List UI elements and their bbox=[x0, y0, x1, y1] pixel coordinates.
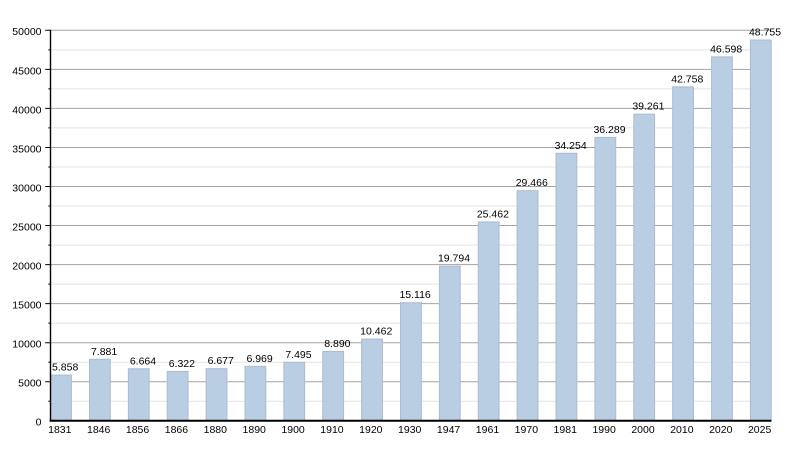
svg-text:1930: 1930 bbox=[398, 424, 422, 436]
svg-text:19.794: 19.794 bbox=[438, 253, 470, 265]
svg-text:1990: 1990 bbox=[592, 424, 616, 436]
svg-text:42.758: 42.758 bbox=[671, 73, 703, 85]
svg-text:25.462: 25.462 bbox=[477, 208, 509, 220]
svg-text:1910: 1910 bbox=[320, 424, 344, 436]
svg-text:7.495: 7.495 bbox=[285, 349, 311, 361]
svg-text:46.598: 46.598 bbox=[710, 43, 742, 55]
svg-text:10.462: 10.462 bbox=[360, 326, 392, 338]
svg-text:30000: 30000 bbox=[12, 182, 41, 194]
svg-text:2020: 2020 bbox=[709, 424, 733, 436]
svg-text:6.664: 6.664 bbox=[130, 355, 156, 367]
svg-text:1920: 1920 bbox=[359, 424, 383, 436]
svg-text:1961: 1961 bbox=[476, 424, 500, 436]
svg-text:8.890: 8.890 bbox=[324, 338, 350, 350]
svg-text:39.261: 39.261 bbox=[632, 101, 664, 113]
svg-text:15.116: 15.116 bbox=[399, 289, 430, 301]
svg-text:2010: 2010 bbox=[670, 424, 694, 436]
svg-text:1947: 1947 bbox=[437, 424, 461, 436]
svg-text:2025: 2025 bbox=[748, 424, 772, 436]
svg-text:1981: 1981 bbox=[554, 424, 578, 436]
svg-text:15000: 15000 bbox=[12, 300, 41, 312]
svg-text:1880: 1880 bbox=[204, 424, 228, 436]
svg-text:6.677: 6.677 bbox=[208, 355, 234, 367]
svg-text:1900: 1900 bbox=[281, 424, 305, 436]
svg-text:7.881: 7.881 bbox=[91, 346, 117, 358]
svg-text:1890: 1890 bbox=[243, 424, 267, 436]
svg-text:1970: 1970 bbox=[515, 424, 539, 436]
svg-text:48.755: 48.755 bbox=[749, 27, 781, 39]
svg-text:1831: 1831 bbox=[48, 424, 72, 436]
svg-text:40000: 40000 bbox=[12, 104, 41, 116]
svg-text:5000: 5000 bbox=[18, 378, 42, 390]
svg-text:5.858: 5.858 bbox=[52, 362, 78, 374]
svg-text:45000: 45000 bbox=[12, 65, 41, 77]
svg-text:25000: 25000 bbox=[12, 221, 41, 233]
svg-text:10000: 10000 bbox=[12, 339, 41, 351]
svg-text:6.322: 6.322 bbox=[169, 358, 195, 370]
svg-text:1856: 1856 bbox=[126, 424, 150, 436]
svg-text:1866: 1866 bbox=[165, 424, 189, 436]
svg-text:34.254: 34.254 bbox=[555, 140, 587, 152]
svg-text:0: 0 bbox=[36, 417, 42, 429]
svg-text:50000: 50000 bbox=[12, 26, 41, 38]
svg-text:36.289: 36.289 bbox=[593, 124, 625, 136]
svg-text:6.969: 6.969 bbox=[246, 353, 272, 365]
svg-text:20000: 20000 bbox=[12, 261, 41, 273]
svg-text:2000: 2000 bbox=[631, 424, 655, 436]
svg-text:29.466: 29.466 bbox=[516, 177, 548, 189]
svg-text:35000: 35000 bbox=[12, 143, 41, 155]
svg-text:1846: 1846 bbox=[87, 424, 111, 436]
